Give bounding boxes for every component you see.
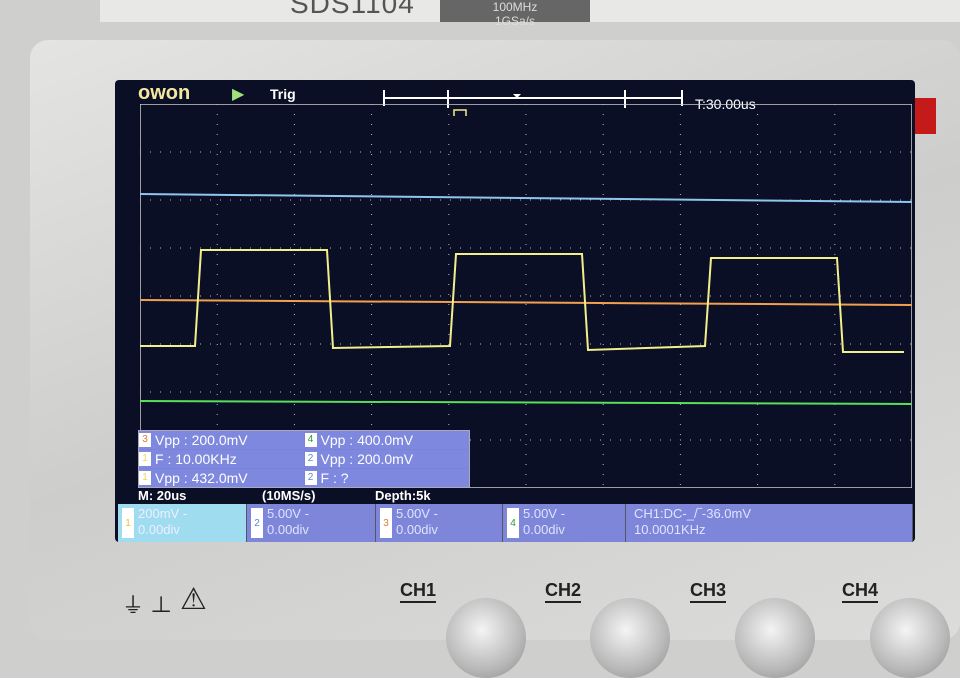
measurement-item: 3 Vpp : 200.0mV	[139, 431, 304, 449]
channel-tag: 4	[304, 433, 317, 447]
trigger-status: Trig	[270, 86, 296, 102]
volts-per-div: 200mV	[138, 506, 180, 521]
coupling: -	[560, 506, 565, 521]
measurement-panel: 3 Vpp : 200.0mV 4 Vpp : 400.0mV 1 F : 10.00…	[138, 430, 470, 488]
spec-badge: 100MHz 1GSa/s	[440, 0, 590, 28]
ch3-knob[interactable]	[735, 598, 815, 678]
channel-number: 1	[122, 508, 134, 538]
memory-depth: Depth:5k	[375, 488, 431, 503]
ground-icon: ⏚ ⊥	[122, 593, 173, 618]
play-icon: ▶	[232, 86, 245, 103]
brand-logo: owon	[138, 82, 191, 104]
channel-number: 2	[251, 508, 263, 538]
trigger-setting: CH1:DC-_/‾-36.0mV	[634, 506, 752, 521]
channel-tag: 1	[139, 471, 151, 485]
measurement-item: 1 Vpp : 432.0mV	[139, 469, 304, 487]
volts-per-div: 5.00V	[523, 506, 557, 521]
measurement-value: Vpp : 432.0mV	[155, 470, 248, 486]
measurement-value: F : 10.00KHz	[155, 451, 237, 467]
ch3-trace	[140, 299, 912, 306]
ch4-label: CH4	[842, 580, 879, 603]
measurement-item: 2 Vpp : 200.0mV	[304, 450, 469, 468]
volts-per-div: 5.00V	[396, 506, 430, 521]
coupling: -	[304, 506, 309, 521]
channel-tag: 2	[304, 471, 317, 485]
ch2-trace	[140, 193, 912, 203]
channel-tag: 2	[304, 452, 317, 466]
channel-1-settings[interactable]: 1 200mV -0.00div	[118, 504, 247, 542]
memory-position-bar	[383, 90, 683, 116]
ch2-knob[interactable]	[590, 598, 670, 678]
coupling: -	[433, 506, 438, 521]
ch1-knob[interactable]	[446, 598, 526, 678]
ch4-trace	[140, 400, 912, 405]
channel-tag: 3	[139, 433, 151, 447]
channel-number: 3	[380, 508, 392, 538]
measurement-value: Vpp : 200.0mV	[155, 432, 248, 448]
offset: 0.00div	[396, 522, 438, 537]
measurement-item: 4 Vpp : 400.0mV	[304, 431, 469, 449]
timebase: M: 20us	[138, 488, 187, 503]
trigger-info: CH1:DC-_/‾-36.0mV 10.0001KHz	[626, 504, 913, 542]
measurement-item: 1 F : 10.00KHz	[139, 450, 304, 468]
ch3-label: CH3	[690, 580, 727, 603]
sample-rate-spec: 1GSa/s	[494, 14, 536, 28]
volts-per-div: 5.00V	[267, 506, 301, 521]
sample-rate: (10MS/s)	[262, 488, 316, 503]
measurement-value: Vpp : 200.0mV	[320, 451, 414, 467]
waveform-area	[140, 104, 912, 488]
model-label: SDS1104	[290, 0, 415, 19]
warning-icon: ⚠	[180, 583, 207, 616]
ch1-label: CH1	[400, 580, 437, 603]
offset: 0.00div	[523, 522, 565, 537]
coupling: -	[182, 506, 188, 521]
ch2-label: CH2	[545, 580, 582, 603]
trigger-frequency: 10.0001KHz	[634, 522, 706, 537]
ch4-knob[interactable]	[870, 598, 950, 678]
channel-tag: 1	[139, 452, 151, 466]
offset: 0.00div	[267, 522, 309, 537]
channel-number: 4	[507, 508, 519, 538]
channel-2-settings[interactable]: 2 5.00V -0.00div	[247, 504, 376, 542]
channel-4-settings[interactable]: 4 5.00V -0.00div	[503, 504, 626, 542]
channel-3-settings[interactable]: 3 5.00V -0.00div	[376, 504, 503, 542]
offset: 0.00div	[138, 522, 180, 537]
bandwidth: 100MHz	[492, 0, 538, 14]
measurement-value: F : ?	[320, 470, 349, 486]
ch1-trace	[140, 249, 904, 353]
measurement-value: Vpp : 400.0mV	[320, 432, 414, 448]
